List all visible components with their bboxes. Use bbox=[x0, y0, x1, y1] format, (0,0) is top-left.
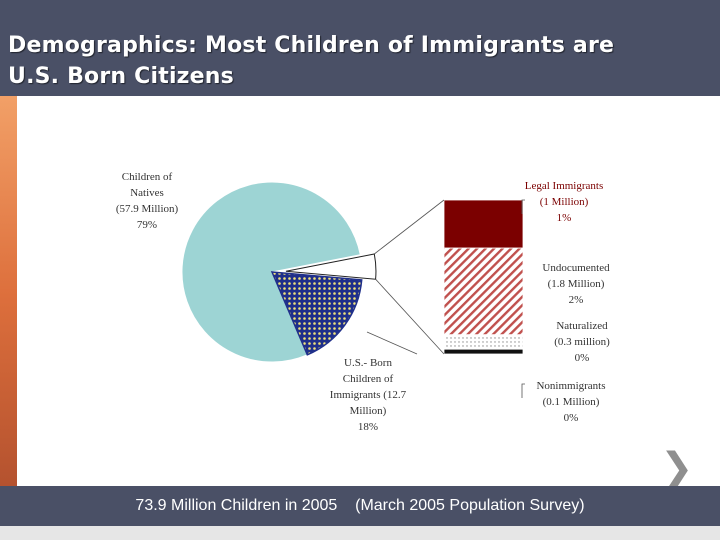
left-accent-stripe bbox=[0, 96, 17, 540]
label-children-of-natives-line-2: Natives bbox=[130, 187, 164, 199]
label-us-born-children-of-immigrants-line-5: 18% bbox=[358, 421, 378, 433]
label-legal-immigrants-line-2: (1 Million) bbox=[540, 196, 589, 208]
footer-note-text: (March 2005 Population Survey) bbox=[355, 497, 585, 514]
label-naturalized-line-3: 0% bbox=[575, 352, 590, 364]
label-nonimmigrants-line-3: 0% bbox=[564, 412, 579, 424]
label-children-of-natives-line-1: Children of bbox=[122, 171, 173, 183]
slide-title-line-2: U.S. Born Citizens bbox=[8, 64, 234, 89]
title-bar: Demographics: Most Children of Immigrant… bbox=[0, 0, 720, 96]
slide-title: Demographics: Most Children of Immigrant… bbox=[8, 30, 708, 92]
bar-segment-undocumented bbox=[443, 247, 524, 336]
us-born-label-leader bbox=[366, 331, 418, 355]
label-us-born-children-of-immigrants-line-3: Immigrants (12.7 bbox=[330, 389, 407, 401]
label-legal-immigrants-line-3: 1% bbox=[557, 212, 572, 224]
bar-segment-naturalized bbox=[443, 334, 524, 350]
label-us-born-children-of-immigrants-line-1: U.S.- Born bbox=[344, 357, 392, 369]
next-slide-chevron-icon[interactable]: ❯ bbox=[660, 445, 694, 491]
label-nonimmigrants-line-1: Nonimmigrants bbox=[536, 380, 605, 392]
label-us-born-children-of-immigrants-line-4: Million) bbox=[350, 405, 387, 417]
label-undocumented-line-1: Undocumented bbox=[542, 262, 610, 274]
label-naturalized-line-2: (0.3 million) bbox=[554, 336, 610, 348]
label-nonimmigrants-line-2: (0.1 Million) bbox=[543, 396, 600, 408]
chart-area: Children of Natives (57.9 Million) 79% U.S.-… bbox=[17, 96, 720, 486]
footer-main-text: 73.9 Million Children in 2005 bbox=[135, 497, 338, 514]
label-legal-immigrants-line-1: Legal Immigrants bbox=[525, 180, 604, 192]
connector-line-top bbox=[374, 199, 445, 255]
bottom-strip bbox=[0, 526, 720, 540]
legal-label-bracket bbox=[521, 199, 525, 214]
label-us-born-children-of-immigrants-line-2: Children of bbox=[343, 373, 394, 385]
label-children-of-natives-line-3: (57.9 Million) bbox=[116, 203, 179, 215]
bar-segment-legal-immigrants bbox=[443, 199, 524, 249]
pie-of-bar-chart: Children of Natives (57.9 Million) 79% U.S.-… bbox=[116, 171, 610, 433]
label-undocumented-line-2: (1.8 Million) bbox=[548, 278, 605, 290]
nonimmigrants-label-bracket bbox=[521, 383, 525, 398]
slice-children-of-natives bbox=[181, 181, 361, 363]
slice-us-born-outline bbox=[270, 271, 363, 356]
footer-caption: 73.9 Million Children in 2005 (March 200… bbox=[0, 495, 720, 517]
bar-segment-nonimmigrants bbox=[443, 348, 524, 355]
label-naturalized-line-1: Naturalized bbox=[556, 320, 608, 332]
connector-line-bottom bbox=[375, 278, 445, 355]
slide-title-line-1: Demographics: Most Children of Immigrant… bbox=[8, 33, 615, 58]
footer-bar: 73.9 Million Children in 2005 (March 200… bbox=[0, 486, 720, 526]
label-children-of-natives-line-4: 79% bbox=[137, 219, 157, 231]
slice-immigrant-children bbox=[285, 253, 377, 280]
label-undocumented-line-3: 2% bbox=[569, 294, 584, 306]
